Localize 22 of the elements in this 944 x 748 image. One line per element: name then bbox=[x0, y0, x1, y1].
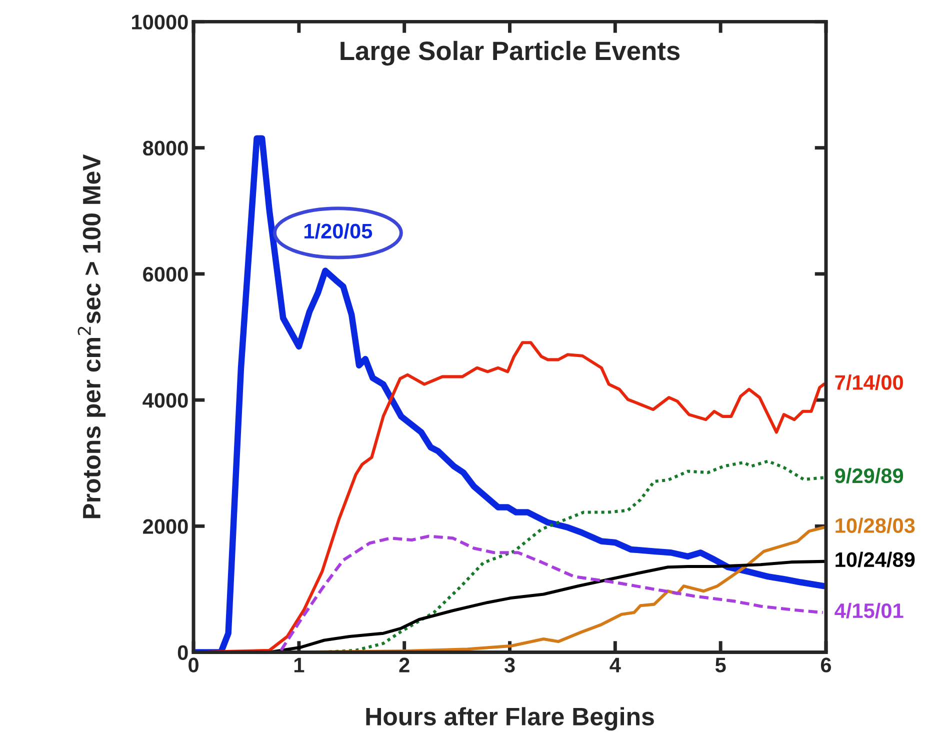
y-tick-label: 8000 bbox=[142, 140, 188, 156]
x-tick-label: 3 bbox=[504, 658, 515, 672]
x-tick-label: 6 bbox=[820, 658, 832, 672]
series-label: 4/15/01 bbox=[834, 602, 904, 618]
series-label: 9/29/89 bbox=[835, 468, 904, 484]
series-label: 10/24/89 bbox=[836, 552, 915, 568]
y-tick-label: 6000 bbox=[143, 266, 188, 282]
x-tick-label: 0 bbox=[188, 658, 198, 672]
x-tick-label: 4 bbox=[610, 658, 621, 672]
x-tick-label: 2 bbox=[399, 658, 410, 672]
series-label: 1/20/05 bbox=[304, 223, 372, 239]
y-tick-label: 2000 bbox=[143, 519, 188, 534]
x-axis-title: Hours after Flare Begins bbox=[366, 707, 654, 731]
y-tick-label: 0 bbox=[178, 645, 188, 660]
y-tick-label: 10000 bbox=[132, 14, 188, 30]
text: Large Solar Particle Events bbox=[340, 40, 680, 66]
x-tick-label: 5 bbox=[715, 658, 726, 672]
series-label: 7/14/00 bbox=[835, 374, 903, 390]
x-tick-label: 1 bbox=[294, 658, 304, 672]
y-tick-label: 4000 bbox=[142, 393, 188, 408]
series-label: 10/28/03 bbox=[836, 518, 915, 534]
y-axis-title: Protons per cm$^{2}$sec > 100 MeV bbox=[78, 154, 106, 518]
